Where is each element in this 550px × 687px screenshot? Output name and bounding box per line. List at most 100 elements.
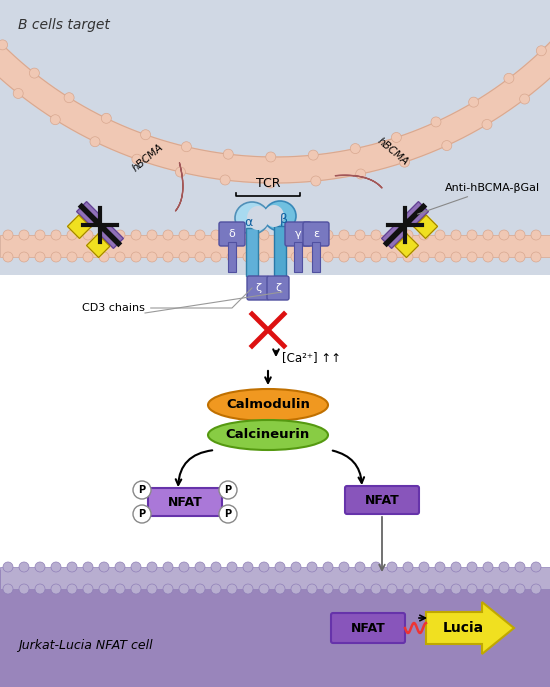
Circle shape: [536, 46, 546, 56]
Circle shape: [339, 584, 349, 594]
Circle shape: [467, 562, 477, 572]
Circle shape: [195, 252, 205, 262]
Text: TCR: TCR: [256, 177, 280, 190]
Circle shape: [259, 584, 269, 594]
Circle shape: [243, 562, 253, 572]
Circle shape: [99, 252, 109, 262]
Circle shape: [275, 230, 285, 240]
Circle shape: [355, 230, 365, 240]
Bar: [294, 242, 302, 272]
Circle shape: [451, 252, 461, 262]
Circle shape: [499, 584, 509, 594]
Polygon shape: [76, 202, 101, 226]
Circle shape: [115, 230, 125, 240]
Circle shape: [179, 562, 189, 572]
Circle shape: [219, 481, 237, 499]
Circle shape: [515, 584, 525, 594]
Text: P: P: [139, 485, 146, 495]
Circle shape: [132, 154, 142, 164]
Bar: [246, 228, 258, 276]
Circle shape: [531, 584, 541, 594]
Circle shape: [19, 252, 29, 262]
Circle shape: [35, 584, 45, 594]
Circle shape: [179, 584, 189, 594]
Circle shape: [323, 230, 333, 240]
Circle shape: [531, 252, 541, 262]
Circle shape: [220, 175, 230, 185]
Circle shape: [339, 252, 349, 262]
Polygon shape: [426, 602, 514, 654]
Text: Jurkat-Lucia NFAT cell: Jurkat-Lucia NFAT cell: [18, 638, 153, 651]
Ellipse shape: [264, 201, 296, 231]
Polygon shape: [86, 234, 110, 258]
Text: hBCMA: hBCMA: [130, 142, 166, 174]
Circle shape: [133, 481, 151, 499]
Circle shape: [275, 584, 285, 594]
Circle shape: [291, 584, 301, 594]
Circle shape: [355, 252, 365, 262]
Circle shape: [83, 562, 93, 572]
Polygon shape: [100, 224, 123, 248]
Circle shape: [323, 252, 333, 262]
Circle shape: [307, 230, 317, 240]
Circle shape: [101, 113, 111, 123]
Circle shape: [99, 584, 109, 594]
Circle shape: [483, 584, 493, 594]
Circle shape: [515, 562, 525, 572]
Circle shape: [131, 230, 141, 240]
Circle shape: [115, 584, 125, 594]
Circle shape: [515, 230, 525, 240]
Circle shape: [195, 562, 205, 572]
Circle shape: [403, 230, 413, 240]
FancyBboxPatch shape: [267, 276, 289, 300]
Circle shape: [35, 252, 45, 262]
Circle shape: [531, 562, 541, 572]
Text: NFAT: NFAT: [365, 493, 399, 506]
Circle shape: [435, 252, 445, 262]
Circle shape: [451, 584, 461, 594]
Circle shape: [499, 252, 509, 262]
Circle shape: [67, 562, 77, 572]
Circle shape: [469, 97, 478, 107]
Ellipse shape: [247, 206, 269, 230]
Text: NFAT: NFAT: [168, 495, 202, 508]
Circle shape: [323, 584, 333, 594]
Text: hBCMA: hBCMA: [376, 136, 410, 168]
Circle shape: [175, 167, 185, 177]
Circle shape: [435, 562, 445, 572]
Circle shape: [291, 252, 301, 262]
Circle shape: [499, 562, 509, 572]
FancyBboxPatch shape: [303, 222, 329, 246]
Text: NFAT: NFAT: [351, 622, 386, 635]
Text: γ: γ: [295, 229, 301, 239]
Circle shape: [51, 230, 61, 240]
Bar: [0, 570, 550, 687]
Circle shape: [403, 562, 413, 572]
Circle shape: [307, 584, 317, 594]
Circle shape: [531, 230, 541, 240]
Circle shape: [83, 584, 93, 594]
Bar: [0, 0, 550, 570]
Circle shape: [504, 74, 514, 83]
Circle shape: [67, 584, 77, 594]
Circle shape: [195, 584, 205, 594]
Circle shape: [399, 157, 410, 167]
Circle shape: [515, 252, 525, 262]
FancyBboxPatch shape: [148, 488, 222, 516]
Circle shape: [99, 230, 109, 240]
Circle shape: [371, 252, 381, 262]
Polygon shape: [335, 175, 382, 188]
Bar: [312, 242, 320, 272]
Circle shape: [227, 252, 237, 262]
Circle shape: [451, 230, 461, 240]
Ellipse shape: [208, 420, 328, 450]
Circle shape: [259, 230, 269, 240]
Text: β: β: [280, 214, 288, 227]
Text: P: P: [139, 509, 146, 519]
FancyBboxPatch shape: [345, 486, 419, 514]
Circle shape: [371, 584, 381, 594]
Circle shape: [419, 230, 429, 240]
Text: ε: ε: [313, 229, 319, 239]
Circle shape: [467, 584, 477, 594]
Circle shape: [482, 120, 492, 129]
